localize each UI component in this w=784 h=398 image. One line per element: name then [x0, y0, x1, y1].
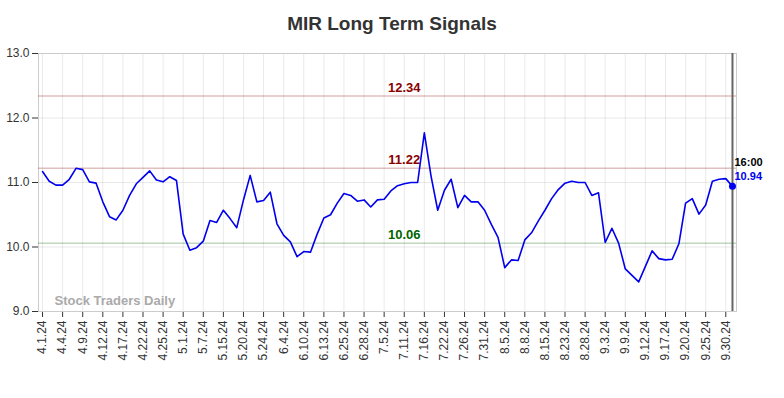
- svg-text:6.4.24: 6.4.24: [277, 320, 291, 354]
- svg-text:9.30.24: 9.30.24: [719, 320, 733, 360]
- svg-text:6.13.24: 6.13.24: [317, 320, 331, 360]
- svg-text:4.17.24: 4.17.24: [116, 320, 130, 360]
- svg-text:13.0: 13.0: [6, 46, 30, 60]
- svg-text:9.25.24: 9.25.24: [699, 320, 713, 360]
- svg-text:7.5.24: 7.5.24: [377, 320, 391, 354]
- svg-text:11.0: 11.0: [7, 175, 30, 189]
- svg-text:12.0: 12.0: [6, 111, 30, 125]
- svg-text:Stock Traders Daily: Stock Traders Daily: [55, 293, 176, 308]
- svg-text:5.7.24: 5.7.24: [196, 320, 210, 354]
- svg-text:4.1.24: 4.1.24: [35, 320, 49, 354]
- svg-text:4.4.24: 4.4.24: [55, 320, 69, 354]
- svg-text:6.28.24: 6.28.24: [357, 320, 371, 360]
- svg-text:12.34: 12.34: [388, 80, 421, 95]
- svg-text:8.5.24: 8.5.24: [498, 320, 512, 354]
- svg-text:5.20.24: 5.20.24: [236, 320, 250, 360]
- svg-text:10.06: 10.06: [388, 227, 421, 242]
- svg-text:5.15.24: 5.15.24: [216, 320, 230, 360]
- svg-text:9.3.24: 9.3.24: [598, 320, 612, 354]
- svg-text:4.12.24: 4.12.24: [96, 320, 110, 360]
- svg-text:7.26.24: 7.26.24: [457, 320, 471, 360]
- svg-text:8.15.24: 8.15.24: [538, 320, 552, 360]
- svg-text:9.20.24: 9.20.24: [678, 320, 692, 360]
- svg-text:11.22: 11.22: [388, 152, 420, 167]
- svg-text:5.24.24: 5.24.24: [256, 320, 270, 360]
- svg-text:9.0: 9.0: [13, 304, 30, 318]
- svg-text:7.11.24: 7.11.24: [397, 320, 411, 359]
- svg-text:6.25.24: 6.25.24: [337, 320, 351, 360]
- svg-text:5.1.24: 5.1.24: [176, 320, 190, 354]
- svg-text:7.31.24: 7.31.24: [477, 320, 491, 360]
- svg-text:10.0: 10.0: [6, 240, 30, 254]
- svg-text:10.94: 10.94: [734, 170, 762, 182]
- svg-text:4.9.24: 4.9.24: [76, 320, 90, 354]
- svg-text:7.22.24: 7.22.24: [437, 320, 451, 360]
- svg-text:4.25.24: 4.25.24: [156, 320, 170, 360]
- svg-text:6.10.24: 6.10.24: [297, 320, 311, 360]
- svg-text:8.23.24: 8.23.24: [558, 320, 572, 360]
- svg-text:4.22.24: 4.22.24: [136, 320, 150, 360]
- html-text:MIR Long Term Signals: MIR Long Term Signals: [287, 13, 497, 34]
- svg-text:8.28.24: 8.28.24: [578, 320, 592, 360]
- svg-text:9.9.24: 9.9.24: [618, 320, 632, 354]
- svg-text:7.16.24: 7.16.24: [417, 320, 431, 360]
- svg-text:9.12.24: 9.12.24: [638, 320, 652, 360]
- svg-text:8.8.24: 8.8.24: [518, 320, 532, 354]
- svg-text:16:00: 16:00: [734, 156, 762, 168]
- svg-text:9.17.24: 9.17.24: [658, 320, 672, 360]
